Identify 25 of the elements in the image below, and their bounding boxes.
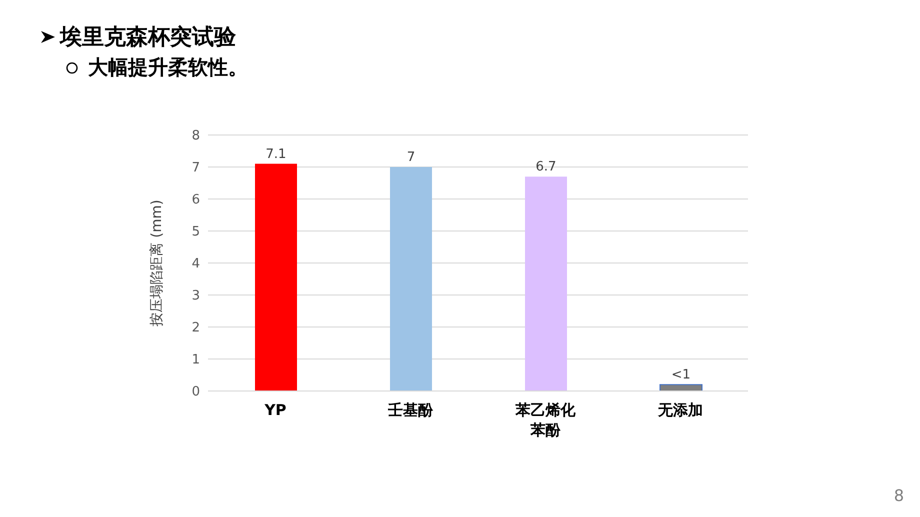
bar <box>660 384 702 391</box>
y-tick-label: 6 <box>192 192 200 208</box>
data-label: 6.7 <box>536 160 556 175</box>
text: 8 <box>894 486 904 505</box>
data-label: 7.1 <box>266 146 286 162</box>
x-tick-label: 无添加 <box>657 401 703 419</box>
data-label: <1 <box>671 368 691 383</box>
y-tick-label: 3 <box>192 288 200 304</box>
y-tick-label: 0 <box>192 384 200 400</box>
x-tick-label: 壬基酚 <box>387 401 434 419</box>
y-tick-label: 8 <box>192 128 200 144</box>
x-tick-label: 苯乙烯化苯酚 <box>514 401 576 439</box>
bar <box>525 176 567 391</box>
data-label: 7 <box>406 150 416 165</box>
chart-title: 埃里克森杯突试验 <box>60 24 236 52</box>
bar <box>390 167 432 391</box>
bar <box>255 164 297 391</box>
y-tick-label: 7 <box>192 160 200 176</box>
x-tick-label: YP <box>264 401 286 419</box>
y-tick-label: 5 <box>192 224 200 240</box>
chart-subtitle: 大幅提升柔软性。 <box>88 54 248 81</box>
y-tick-label: 1 <box>192 352 200 368</box>
y-axis-title: 按压塌陷距离 (mm) <box>148 200 165 326</box>
y-tick-label: 4 <box>192 256 200 272</box>
y-tick-label: 2 <box>192 320 200 336</box>
